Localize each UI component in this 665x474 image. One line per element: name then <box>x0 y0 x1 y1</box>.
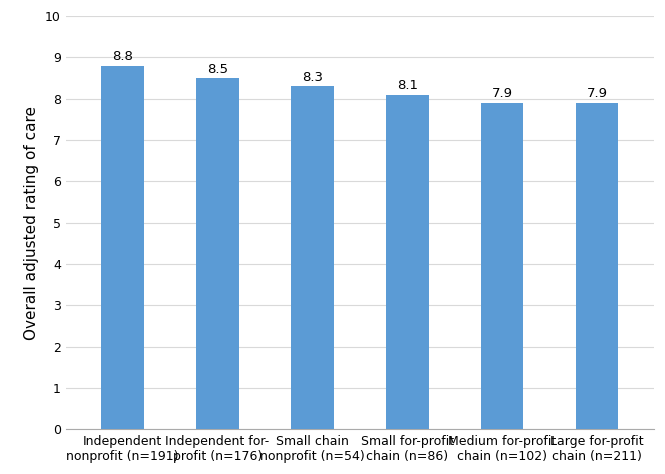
Bar <box>481 103 523 429</box>
Bar <box>386 95 428 429</box>
Bar <box>101 66 144 429</box>
Y-axis label: Overall adjusted rating of care: Overall adjusted rating of care <box>25 106 39 340</box>
Bar <box>196 78 239 429</box>
Bar <box>291 86 334 429</box>
Text: 8.5: 8.5 <box>207 63 228 76</box>
Text: 8.3: 8.3 <box>302 71 323 84</box>
Text: 7.9: 7.9 <box>491 87 513 100</box>
Bar <box>576 103 618 429</box>
Text: 7.9: 7.9 <box>587 87 607 100</box>
Text: 8.1: 8.1 <box>397 79 418 92</box>
Text: 8.8: 8.8 <box>112 50 133 63</box>
